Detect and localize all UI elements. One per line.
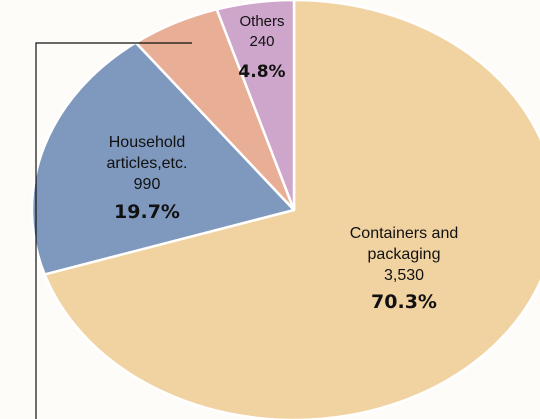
leader-line [35, 42, 192, 419]
slice-label-value: 3,530 [384, 267, 424, 284]
slice-label-name-line-1: Household [109, 134, 186, 151]
slice-label-percent: 19.7% [114, 201, 180, 223]
label-others: Others 240 4.8% [238, 13, 285, 82]
label-containers: Containers and packaging 3,530 70.3% [350, 225, 459, 313]
slice-label-name-line-1: Containers and [350, 225, 459, 242]
slice-label-name-line-2: packaging [368, 246, 441, 263]
slice-label-percent: 4.8% [238, 62, 285, 82]
slice-label-value: 990 [134, 176, 161, 193]
slice-label-name: Others [239, 13, 284, 30]
label-household: Household articles,etc. 990 19.7% [107, 134, 188, 223]
pie-slice-3 [215, 0, 296, 212]
pie-slices [30, 0, 540, 419]
slice-label-percent: 70.3% [371, 291, 437, 313]
slice-label-value: 240 [249, 33, 274, 50]
pie-slice-0 [43, 0, 540, 419]
slice-label-name-line-2: articles,etc. [107, 155, 188, 172]
